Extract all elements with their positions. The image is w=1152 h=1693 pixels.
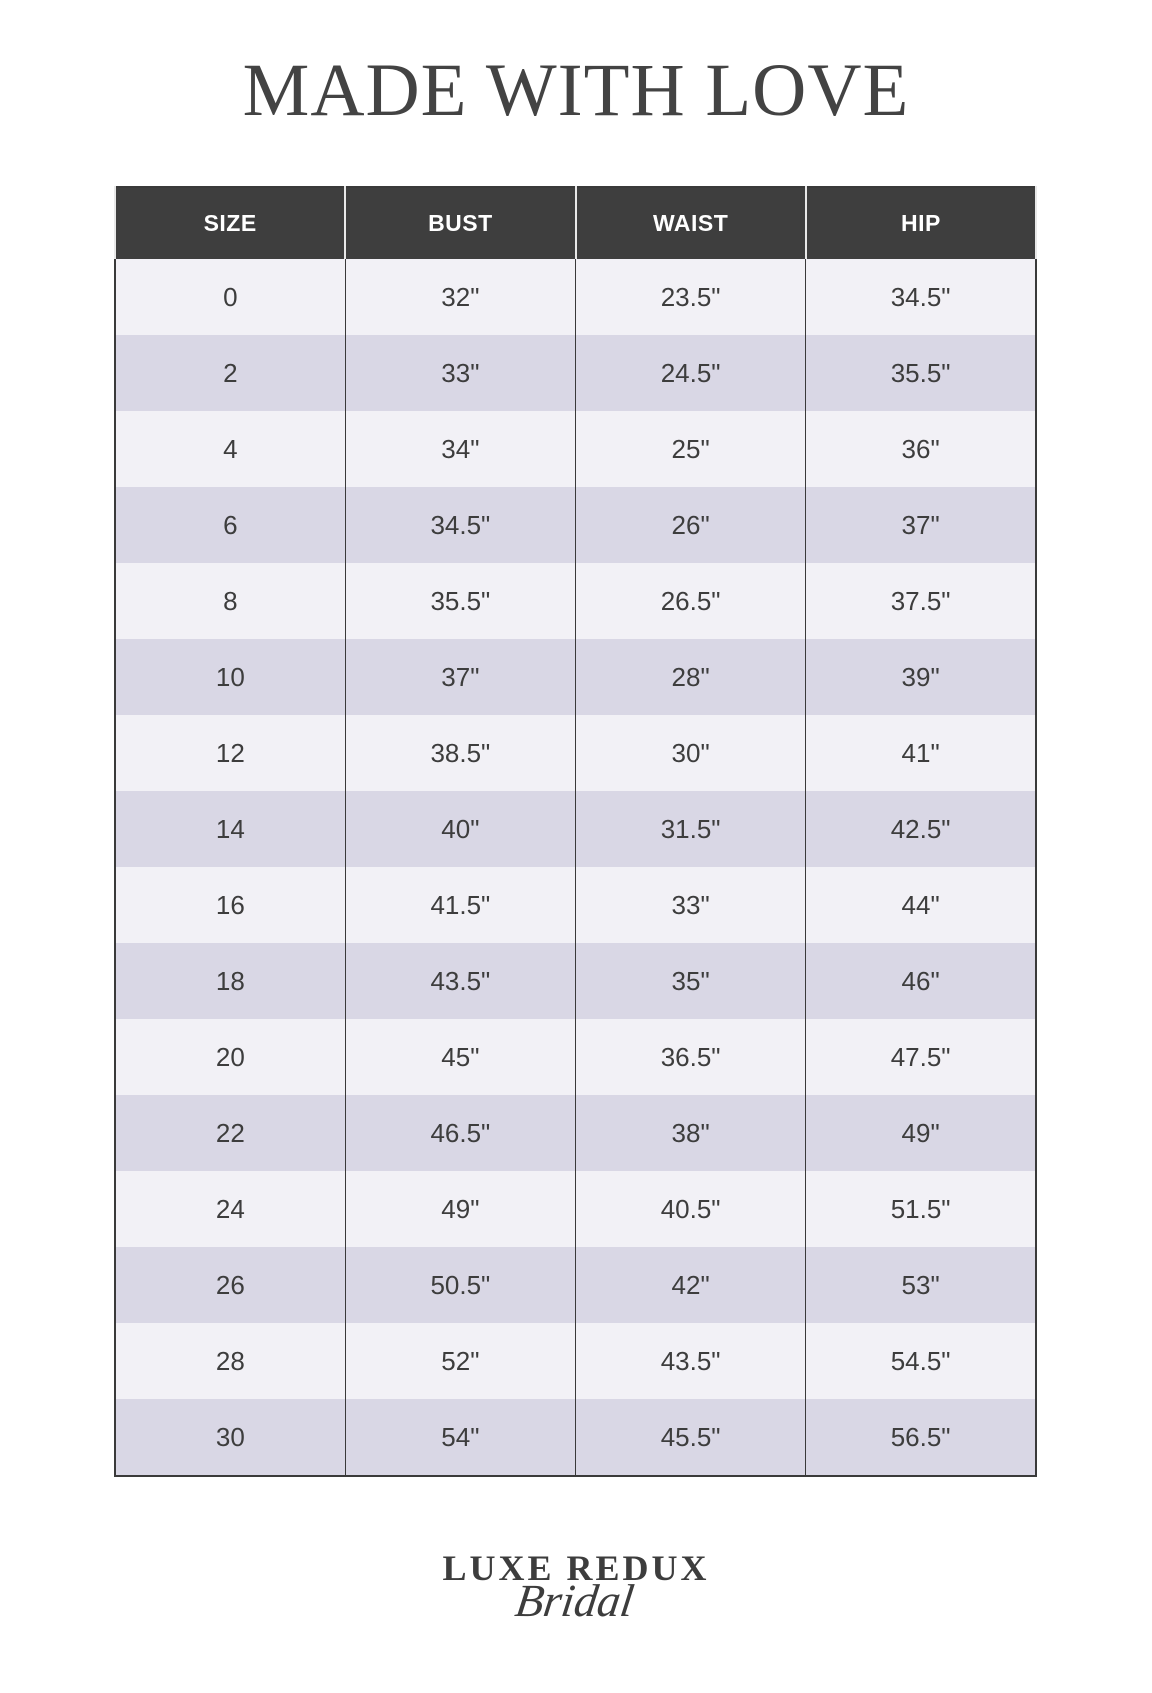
svg-text:Bridal: Bridal (512, 1575, 637, 1626)
